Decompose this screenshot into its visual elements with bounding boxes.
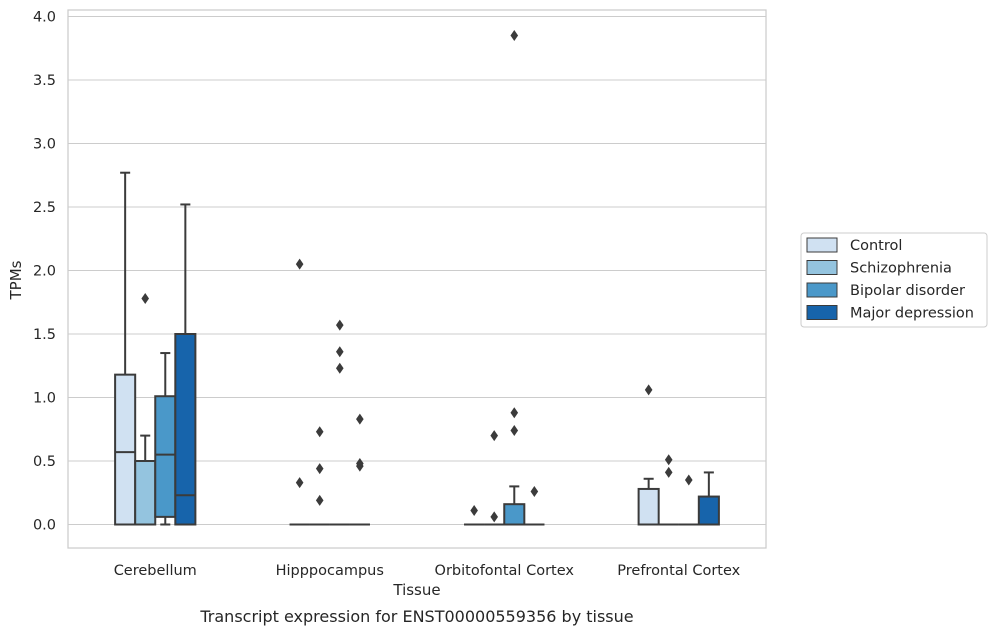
outlier-point — [510, 425, 519, 437]
outlier-point — [335, 362, 344, 374]
y-tick-label: 1.0 — [33, 391, 56, 407]
outlier-point — [644, 384, 653, 396]
outlier-point — [490, 430, 499, 442]
box-body — [503, 503, 526, 526]
box-1-0 — [289, 258, 310, 526]
outlier-point — [335, 319, 344, 331]
legend-items: Control Schizophrenia Bipolar disorder Majo… — [806, 237, 974, 322]
legend-swatch — [806, 260, 838, 275]
box-3-2 — [678, 474, 699, 526]
x-tick-label: Cerebellum — [114, 563, 197, 579]
outlier-point — [335, 346, 344, 358]
box-1-3 — [349, 413, 370, 526]
outlier-point — [315, 463, 324, 475]
legend-frame — [800, 232, 988, 328]
box-2-3 — [524, 485, 545, 526]
legend: Control Schizophrenia Bipolar disorder Majo… — [800, 232, 988, 328]
legend-label: Schizophrenia — [850, 261, 952, 277]
legend-swatch — [806, 282, 838, 298]
outlier-point — [295, 258, 304, 270]
x-tick-label: Orbitofontal Cortex — [435, 563, 575, 579]
legend-label: Major depression — [850, 306, 974, 322]
outlier-point — [510, 407, 519, 419]
outlier-point — [470, 505, 478, 517]
x-axis-label: Tissue — [392, 581, 440, 599]
y-tick-label: 4.0 — [33, 10, 56, 26]
outlier-point — [664, 466, 673, 478]
outlier-point — [356, 413, 364, 425]
box-0-0 — [114, 171, 137, 526]
y-tick-label: 0.0 — [33, 518, 56, 534]
legend-label: Control — [850, 238, 902, 254]
outlier-point — [510, 30, 519, 42]
x-tick-label: Hipppocampus — [276, 563, 384, 579]
box-2-2 — [503, 30, 526, 526]
box-1-2 — [329, 319, 350, 526]
box-3-1 — [658, 454, 679, 526]
y-tick-label: 3.0 — [33, 137, 56, 153]
y-tick-label: 2.0 — [33, 264, 56, 280]
box-3-3 — [697, 471, 720, 526]
chart-caption: Transcript expression for ENST0000055935… — [199, 607, 633, 626]
box-body — [114, 373, 137, 526]
box-2-0 — [464, 505, 485, 526]
x-tick-label: Prefrontal Cortex — [617, 563, 740, 579]
y-tick-labels: 0.0 0.5 1.0 1.5 2.0 2.5 3.0 3.5 4.0 — [33, 10, 56, 534]
box-1-1 — [309, 426, 330, 526]
outlier-point — [664, 454, 673, 466]
box-body — [637, 487, 660, 526]
outlier-point — [315, 426, 324, 438]
outlier-point — [315, 494, 324, 506]
y-axis-label: TPMs — [7, 260, 25, 300]
box-3-0 — [637, 384, 660, 526]
outlier-point — [356, 460, 364, 472]
y-tick-label: 2.5 — [33, 200, 56, 216]
box-body — [174, 333, 197, 526]
outlier-point — [295, 477, 304, 489]
legend-label: Bipolar disorder — [850, 283, 965, 299]
legend-swatch — [806, 305, 838, 320]
box-0-2 — [154, 352, 177, 526]
box-series — [114, 30, 720, 526]
outlier-point — [141, 292, 150, 304]
outlier-point — [684, 474, 693, 486]
legend-swatch — [806, 237, 838, 253]
outlier-point — [490, 511, 499, 523]
box-body — [134, 460, 157, 526]
box-body — [154, 395, 177, 518]
outlier-point — [530, 485, 539, 497]
y-tick-label: 3.5 — [33, 73, 56, 89]
box-body — [697, 495, 720, 526]
x-tick-labels: Cerebellum Hipppocampus Orbitofontal Corte… — [114, 563, 741, 579]
box-0-3 — [174, 203, 197, 526]
y-tick-label: 0.5 — [33, 454, 56, 470]
y-tick-label: 1.5 — [33, 327, 56, 343]
box-2-1 — [484, 430, 505, 526]
